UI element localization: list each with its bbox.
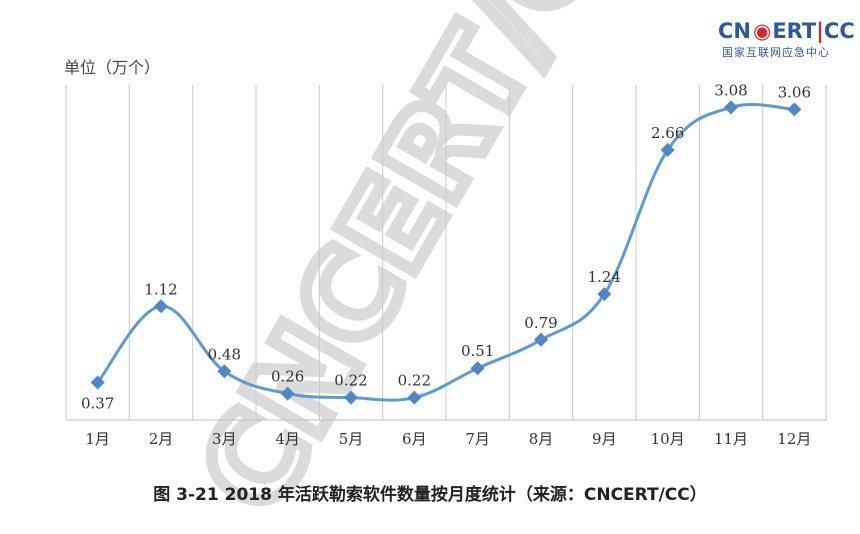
logo-separator: | <box>816 19 824 44</box>
data-point-marker <box>660 142 675 157</box>
data-label: 3.06 <box>778 83 811 101</box>
x-tick-label: 11月 <box>714 430 748 448</box>
logo-part-c: CC <box>824 19 855 43</box>
data-point-marker <box>534 332 548 347</box>
x-tick-label: 7月 <box>465 430 490 448</box>
data-label: 3.08 <box>714 81 747 99</box>
data-point-marker <box>344 390 358 405</box>
x-tick-label: 5月 <box>339 430 364 448</box>
x-tick-label: 4月 <box>275 430 300 448</box>
logo-wordmark: CN◉ERT|CC <box>718 19 855 44</box>
chart-caption: 图 3-21 2018 年活跃勒索软件数量按月度统计（来源：CNCERT/CC） <box>153 484 707 505</box>
data-label: 0.37 <box>81 394 114 412</box>
x-tick-label: 8月 <box>529 430 554 448</box>
data-label: 0.79 <box>524 314 557 332</box>
data-point-marker <box>724 100 738 115</box>
data-label: 1.24 <box>588 268 621 286</box>
x-tick-label: 3月 <box>212 430 237 448</box>
logo-subtitle: 国家互联网应急中心 <box>722 45 830 59</box>
x-tick-label: 1月 <box>85 430 110 448</box>
data-label: 0.51 <box>461 342 494 360</box>
data-label: 0.22 <box>334 372 367 390</box>
data-label: 0.48 <box>208 345 241 363</box>
x-tick-label: 9月 <box>592 430 617 448</box>
series-markers <box>90 100 802 405</box>
data-point-marker <box>787 102 802 117</box>
data-point-marker <box>470 361 485 376</box>
x-tick-label: 12月 <box>777 430 811 448</box>
data-point-marker <box>90 375 105 390</box>
logo-part-a: CN <box>718 19 751 43</box>
cncert-logo: CN◉ERT|CC 国家互联网应急中心 <box>718 19 855 59</box>
data-label: 2.66 <box>651 124 684 142</box>
x-tick-label: 10月 <box>651 430 685 448</box>
data-point-marker <box>217 364 232 379</box>
y-axis-unit-label: 单位（万个） <box>64 58 160 77</box>
x-tick-label: 2月 <box>149 430 174 448</box>
data-point-marker <box>597 287 612 302</box>
watermark-text: CNCERT/CC <box>175 0 669 534</box>
x-tick-label: 6月 <box>402 430 427 448</box>
data-point-marker <box>154 299 168 314</box>
logo-part-b: ERT <box>772 19 817 43</box>
data-point-marker <box>407 390 422 405</box>
data-label: 0.22 <box>398 372 431 390</box>
data-point-marker <box>280 386 295 401</box>
watermark: CNCERT/CC <box>169 0 675 534</box>
plot-grid <box>65 85 827 421</box>
logo-globe-icon: ◉ <box>753 19 771 43</box>
data-label: 1.12 <box>144 280 177 298</box>
x-axis-ticks: 1月 2月 3月 4月 5月 6月 7月 8月 9月 10月 11月 12月 <box>85 430 811 448</box>
data-label: 0.26 <box>271 368 304 386</box>
data-labels: 0.37 1.12 0.48 0.26 0.22 0.22 0.51 0.79 1.24 2.66… <box>81 81 811 412</box>
